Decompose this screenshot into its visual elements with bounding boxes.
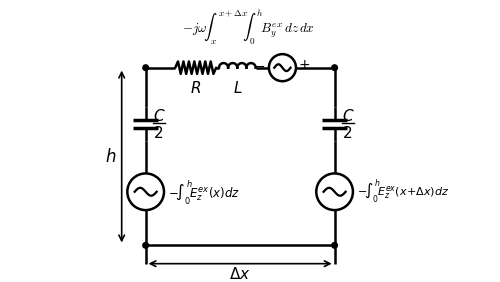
Circle shape: [143, 243, 148, 248]
Text: $2$: $2$: [152, 125, 163, 140]
Text: $+$: $+$: [320, 175, 332, 188]
Text: $+$: $+$: [132, 175, 143, 188]
Circle shape: [316, 173, 353, 210]
Text: $h$: $h$: [105, 147, 117, 166]
Circle shape: [269, 54, 296, 81]
Text: $\Delta x$: $\Delta x$: [230, 266, 251, 282]
Circle shape: [332, 65, 338, 70]
Text: $R$: $R$: [190, 80, 202, 96]
Text: $-$: $-$: [132, 195, 143, 208]
Text: $C$: $C$: [342, 108, 354, 124]
Circle shape: [128, 173, 164, 210]
Circle shape: [143, 65, 148, 70]
Text: $-$: $-$: [252, 58, 264, 72]
Text: $C$: $C$: [152, 108, 166, 124]
Text: $L$: $L$: [232, 80, 242, 96]
Text: $-\!\int_0^h\!E_z^{ex}(x)dz$: $-\!\int_0^h\!E_z^{ex}(x)dz$: [168, 178, 240, 206]
Circle shape: [332, 243, 338, 248]
Text: $2$: $2$: [342, 125, 352, 140]
Text: $-j\omega\!\int_{x}^{x+\Delta x}\!\!\int_0^h\! B_y^{ex}\,dz\,dx$: $-j\omega\!\int_{x}^{x+\Delta x}\!\!\int…: [182, 7, 315, 46]
Text: $+$: $+$: [298, 58, 310, 72]
Text: $-$: $-$: [320, 195, 332, 208]
Text: $-\!\int_0^h\!E_z^{ex}(x\!+\!\Delta x)dz$: $-\!\int_0^h\!E_z^{ex}(x\!+\!\Delta x)dz…: [357, 178, 450, 206]
